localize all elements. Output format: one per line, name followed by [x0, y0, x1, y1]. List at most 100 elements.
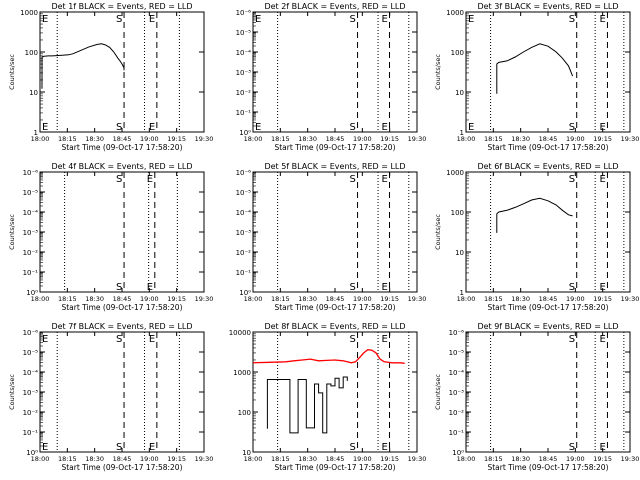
chart-panel-1: Det 1f BLACK = Events, RED = LLD 1 10 100 10…	[8, 2, 213, 152]
y-tick-label: 10⁻²	[23, 249, 39, 257]
y-tick-label: 10⁻⁴	[236, 209, 252, 217]
interval-marker-label-top: S	[569, 334, 575, 345]
y-tick-label: 1	[460, 129, 464, 137]
chart-panel-5: Det 5f BLACK = Events, RED = LLD 10⁰ 10⁻¹ 1…	[236, 162, 427, 312]
x-tick-label: 18:30	[511, 295, 530, 303]
x-tick-label: 19:15	[593, 455, 612, 463]
interval-marker-label-top: S	[116, 14, 122, 25]
y-tick-label: 100	[238, 409, 251, 417]
x-tick-label: 18:15	[58, 295, 77, 303]
x-tick-label: 18:15	[484, 455, 503, 463]
x-tick-label: 18:00	[31, 135, 50, 143]
interval-marker-label-bottom: E	[382, 282, 388, 293]
x-tick-label: 18:30	[85, 295, 104, 303]
x-axis-label: Start Time (09-Oct-17 17:58:20)	[61, 303, 182, 312]
x-tick-label: 19:15	[167, 295, 186, 303]
x-tick-label: 19:00	[566, 455, 585, 463]
y-axis-label: Counts/sec	[8, 54, 16, 90]
chart-panel-9: Det 9f BLACK = Events, RED = LLD 10⁰ 10⁻¹ 1…	[434, 322, 639, 472]
interval-marker-label-top: E	[42, 334, 48, 345]
x-axis-label: Start Time (09-Oct-17 17:58:20)	[487, 463, 608, 472]
y-tick-label: 10⁰	[26, 449, 38, 457]
chart-panel-8: Det 8f BLACK = Events, RED = LLD 10 100 100…	[229, 322, 427, 472]
x-tick-label: 18:15	[271, 295, 290, 303]
interval-marker-label-bottom: S	[116, 442, 122, 453]
interval-marker-label-bottom: E	[42, 122, 48, 133]
x-tick-label: 18:30	[85, 455, 104, 463]
x-tick-label: 18:45	[113, 135, 132, 143]
x-tick-label: 18:15	[484, 295, 503, 303]
interval-marker-label-top: S	[569, 174, 575, 185]
interval-marker-label-top: S	[350, 334, 356, 345]
y-tick-label: 10⁻⁴	[449, 369, 465, 377]
x-tick-label: 19:30	[621, 455, 640, 463]
interval-marker-label-bottom: E	[599, 282, 605, 293]
chart-panel-7: Det 7f BLACK = Events, RED = LLD 10⁰ 10⁻¹ 1…	[8, 322, 213, 472]
x-tick-label: 18:45	[113, 455, 132, 463]
x-axis-label: Start Time (09-Oct-17 17:58:20)	[61, 463, 182, 472]
x-tick-label: 18:45	[326, 295, 345, 303]
x-tick-label: 18:30	[511, 135, 530, 143]
x-tick-label: 18:45	[539, 135, 558, 143]
interval-marker-label-top: E	[149, 14, 155, 25]
x-tick-label: 19:15	[593, 295, 612, 303]
interval-marker-label-bottom: E	[255, 122, 261, 133]
y-axis-label: Counts/sec	[434, 374, 442, 410]
x-tick-label: 18:30	[298, 295, 317, 303]
y-tick-label: 10⁻⁴	[23, 209, 39, 217]
interval-marker-label-bottom: E	[468, 122, 474, 133]
y-tick-label: 1000	[446, 169, 464, 177]
x-axis-label: Start Time (09-Oct-17 17:58:20)	[274, 143, 395, 152]
x-tick-label: 19:00	[566, 135, 585, 143]
y-tick-label: 10	[455, 249, 464, 257]
x-tick-label: 19:15	[380, 295, 399, 303]
x-tick-label: 18:15	[484, 135, 503, 143]
interval-marker-label-bottom: S	[569, 122, 575, 133]
x-tick-label: 19:30	[195, 135, 214, 143]
x-tick-label: 19:30	[408, 295, 427, 303]
series-line-1	[252, 349, 405, 364]
interval-marker-label-top: E	[382, 174, 388, 185]
y-tick-label: 10⁻³	[23, 229, 39, 237]
chart-title: Det 6f BLACK = Events, RED = LLD	[477, 162, 618, 171]
x-tick-label: 19:30	[408, 135, 427, 143]
y-tick-label: 10⁻²	[23, 409, 39, 417]
interval-marker-label-bottom: S	[569, 442, 575, 453]
chart-title: Det 8f BLACK = Events, RED = LLD	[264, 322, 405, 331]
y-tick-label: 10⁰	[26, 289, 38, 297]
interval-marker-label-bottom: E	[149, 442, 155, 453]
x-tick-label: 18:45	[113, 295, 132, 303]
x-tick-label: 18:15	[271, 135, 290, 143]
x-tick-label: 18:45	[539, 455, 558, 463]
y-tick-label: 10⁻²	[449, 409, 465, 417]
interval-marker-label-bottom: S	[350, 282, 356, 293]
x-tick-label: 18:15	[271, 455, 290, 463]
interval-marker-label-top: E	[599, 334, 605, 345]
interval-marker-label-bottom: E	[382, 442, 388, 453]
series-line-1	[496, 197, 573, 233]
interval-marker-label-top: E	[468, 14, 474, 25]
y-tick-label: 10⁰	[239, 129, 251, 137]
x-tick-label: 18:00	[244, 295, 263, 303]
interval-marker-label-bottom: E	[147, 282, 153, 293]
x-tick-label: 18:45	[326, 455, 345, 463]
interval-marker-label-bottom: E	[599, 442, 605, 453]
chart-title: Det 7f BLACK = Events, RED = LLD	[51, 322, 192, 331]
interval-marker-label-top: E	[599, 14, 605, 25]
y-tick-label: 10⁻¹	[23, 269, 39, 277]
interval-marker-label-bottom: E	[149, 122, 155, 133]
x-axis-label: Start Time (09-Oct-17 17:58:20)	[61, 143, 182, 152]
x-tick-label: 19:15	[380, 135, 399, 143]
interval-marker-label-bottom: S	[569, 282, 575, 293]
y-tick-label: 100	[451, 49, 464, 57]
x-tick-label: 19:15	[593, 135, 612, 143]
y-tick-label: 10⁻⁵	[449, 349, 465, 357]
x-tick-label: 19:30	[195, 295, 214, 303]
y-tick-label: 10⁻³	[23, 389, 39, 397]
interval-marker-label-bottom: S	[350, 442, 356, 453]
y-tick-label: 10⁻⁵	[236, 29, 252, 37]
chart-panel-6: Det 6f BLACK = Events, RED = LLD 1 10 100 10…	[434, 162, 639, 312]
y-tick-label: 10000	[229, 329, 251, 337]
y-tick-label: 10⁻⁵	[236, 189, 252, 197]
chart-title: Det 9f BLACK = Events, RED = LLD	[477, 322, 618, 331]
